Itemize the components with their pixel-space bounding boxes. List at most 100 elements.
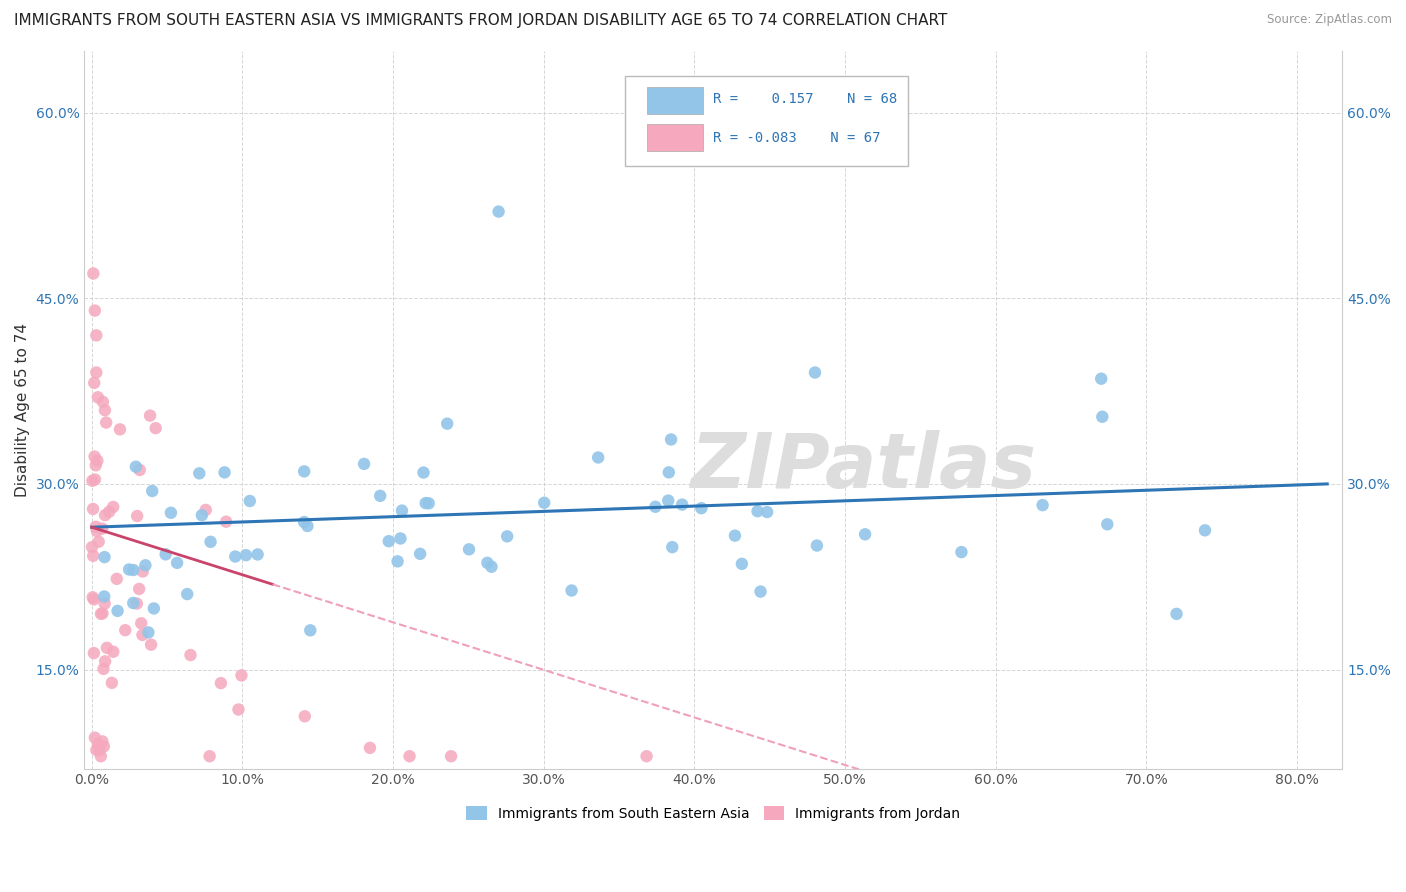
Point xyxy=(412,466,434,480)
Point xyxy=(458,542,481,557)
Point xyxy=(90,607,112,621)
Point xyxy=(224,549,246,564)
Point xyxy=(93,662,115,676)
Point xyxy=(98,505,121,519)
Point xyxy=(1032,498,1054,512)
Point xyxy=(129,616,152,631)
Point xyxy=(359,740,381,755)
Point xyxy=(1166,607,1188,621)
Point xyxy=(101,676,124,690)
Point xyxy=(83,303,105,318)
Point xyxy=(93,739,115,754)
Text: R = -0.083    N = 67: R = -0.083 N = 67 xyxy=(713,130,880,145)
Point xyxy=(83,731,105,745)
Text: R =    0.157    N = 68: R = 0.157 N = 68 xyxy=(713,93,897,106)
Point xyxy=(188,467,211,481)
Point xyxy=(114,623,136,637)
Point xyxy=(415,496,437,510)
Point xyxy=(131,628,153,642)
Point xyxy=(481,559,503,574)
Point xyxy=(142,601,165,615)
Point xyxy=(128,582,150,596)
Point xyxy=(724,528,747,542)
Point xyxy=(387,554,409,568)
Point xyxy=(586,450,609,465)
Point xyxy=(636,749,658,764)
Point xyxy=(644,500,666,514)
Point xyxy=(139,409,162,423)
Bar xyxy=(647,87,703,114)
Point xyxy=(409,547,432,561)
Point xyxy=(661,540,683,554)
Point xyxy=(246,548,269,562)
Point xyxy=(853,527,876,541)
Point xyxy=(368,489,391,503)
Point xyxy=(122,596,145,610)
Point xyxy=(93,590,115,604)
Point xyxy=(671,498,693,512)
Point xyxy=(93,597,115,611)
Point xyxy=(488,204,510,219)
Point xyxy=(139,638,162,652)
Point xyxy=(657,493,679,508)
Point xyxy=(145,421,167,435)
Point xyxy=(477,556,499,570)
Point xyxy=(118,562,141,576)
Point xyxy=(299,624,322,638)
Point xyxy=(105,572,128,586)
Point xyxy=(83,646,105,660)
Point xyxy=(756,505,779,519)
Point xyxy=(89,743,111,757)
Point xyxy=(1091,409,1114,424)
Point xyxy=(198,749,221,764)
Point xyxy=(125,459,148,474)
Point xyxy=(91,395,114,409)
Text: ZIPatlas: ZIPatlas xyxy=(692,430,1038,504)
Text: Source: ZipAtlas.com: Source: ZipAtlas.com xyxy=(1267,13,1392,27)
Point xyxy=(1097,517,1119,532)
Point xyxy=(125,597,148,611)
Point xyxy=(1090,372,1112,386)
Point xyxy=(82,591,104,605)
Point xyxy=(496,529,519,543)
Point xyxy=(239,494,262,508)
Point xyxy=(84,473,107,487)
Point xyxy=(86,366,108,380)
Point xyxy=(84,520,107,534)
Point xyxy=(83,376,105,390)
Point xyxy=(108,422,131,436)
Point xyxy=(214,466,236,480)
Point xyxy=(659,433,682,447)
Point xyxy=(179,648,201,662)
Point xyxy=(86,524,108,538)
Point xyxy=(94,508,117,523)
Point xyxy=(128,463,150,477)
Point xyxy=(950,545,973,559)
Point xyxy=(94,403,117,417)
Point xyxy=(292,515,315,529)
Point xyxy=(749,584,772,599)
Point xyxy=(561,583,583,598)
Point xyxy=(122,563,145,577)
Point xyxy=(353,457,375,471)
Point xyxy=(93,550,115,565)
Point xyxy=(96,640,118,655)
Point xyxy=(398,749,420,764)
Point xyxy=(658,466,681,480)
Point xyxy=(436,417,458,431)
Point xyxy=(804,366,827,380)
Point xyxy=(378,534,401,549)
Point xyxy=(82,474,104,488)
Point xyxy=(86,453,108,467)
FancyBboxPatch shape xyxy=(626,76,908,166)
Point xyxy=(134,558,156,573)
Point xyxy=(91,522,114,536)
Point xyxy=(166,556,188,570)
Legend: Immigrants from South Eastern Asia, Immigrants from Jordan: Immigrants from South Eastern Asia, Immi… xyxy=(461,800,966,826)
Point xyxy=(160,506,183,520)
Point xyxy=(82,502,104,516)
Point xyxy=(215,515,238,529)
Point xyxy=(107,604,129,618)
Point xyxy=(82,549,104,563)
Point xyxy=(83,450,105,464)
